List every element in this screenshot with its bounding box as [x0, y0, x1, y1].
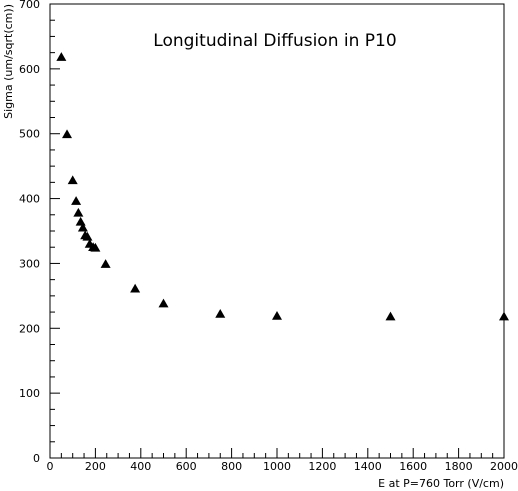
y-tick-label: 200 — [19, 322, 40, 335]
x-tick-label: 2000 — [490, 460, 518, 473]
data-point-triangle — [82, 231, 93, 241]
x-tick-label: 800 — [221, 460, 242, 473]
data-point-triangle — [71, 196, 82, 205]
plot-frame — [49, 3, 505, 459]
data-point-triangle — [90, 242, 101, 252]
data-point-triangle — [130, 283, 141, 293]
y-tick-label: 700 — [19, 0, 40, 11]
x-tick-label: 1000 — [263, 460, 291, 473]
data-point-triangle — [73, 207, 84, 217]
data-point-triangle — [158, 298, 169, 308]
y-tick-label: 100 — [19, 387, 40, 400]
x-tick-label: 400 — [130, 460, 151, 473]
data-point-triangle — [272, 310, 282, 320]
x-tick-label: 600 — [176, 460, 197, 473]
y-tick-label: 0 — [33, 452, 40, 465]
data-points — [56, 52, 509, 321]
data-point-triangle — [77, 222, 88, 232]
y-tick-label: 300 — [19, 257, 40, 270]
x-tick-label: 1600 — [399, 460, 427, 473]
x-tick-label: 200 — [85, 460, 106, 473]
y-tick-label: 600 — [19, 63, 40, 76]
data-point-triangle — [215, 309, 226, 318]
data-point-triangle — [499, 311, 509, 321]
data-point-triangle — [75, 216, 86, 226]
y-tick-label: 400 — [19, 193, 40, 206]
data-point-triangle — [56, 52, 67, 61]
chart-title: Longitudinal Diffusion in P10 — [153, 31, 396, 51]
x-axis-title: E at P=760 Torr (V/cm) — [378, 477, 504, 490]
axis-ticks: 0 200 400 600 800 1000 1200 1400 1600 1800 2000 0 10… — [19, 0, 518, 473]
x-tick-label: 0 — [47, 460, 54, 473]
y-tick-label: 500 — [19, 128, 40, 141]
x-tick-label: 1400 — [354, 460, 382, 473]
data-point-triangle — [100, 259, 111, 268]
data-point-triangle — [385, 311, 396, 321]
x-tick-label: 1800 — [445, 460, 473, 473]
data-point-triangle — [62, 129, 73, 139]
x-tick-label: 1200 — [308, 460, 336, 473]
y-axis-title: Sigma (um/sqrt(cm)) — [2, 4, 15, 119]
data-point-triangle — [67, 175, 78, 185]
